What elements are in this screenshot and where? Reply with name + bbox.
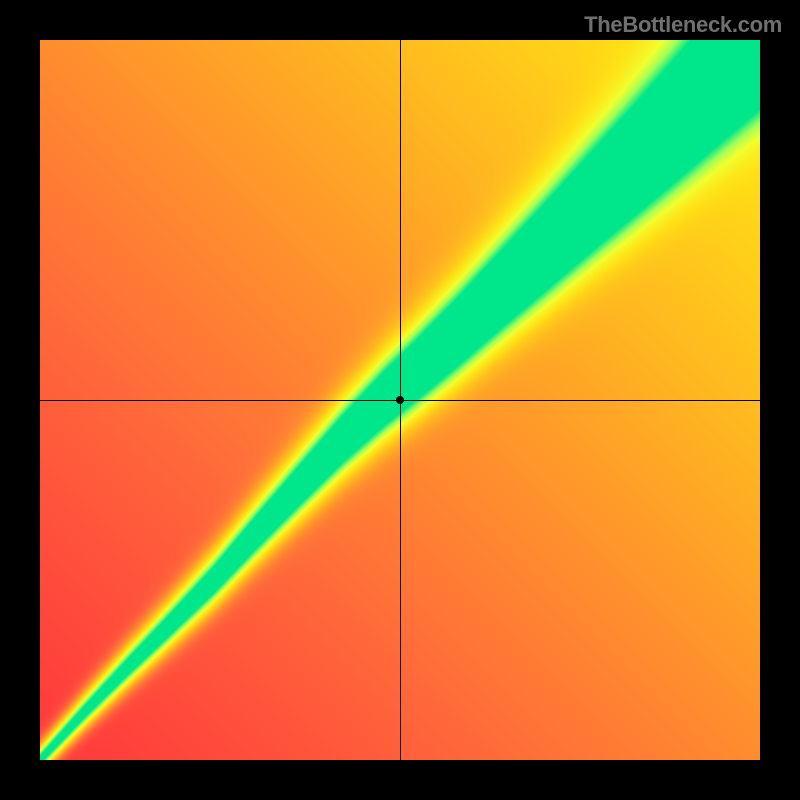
heatmap-container bbox=[40, 40, 760, 760]
watermark-text: TheBottleneck.com bbox=[584, 12, 782, 38]
bottleneck-heatmap bbox=[40, 40, 760, 760]
